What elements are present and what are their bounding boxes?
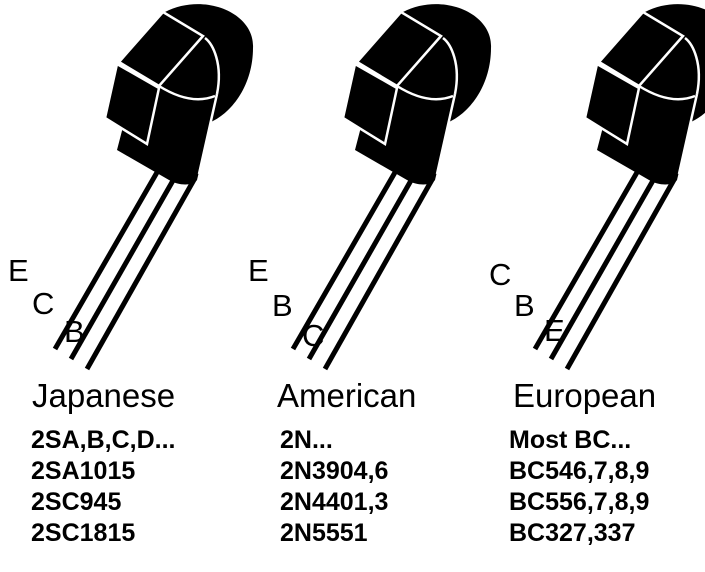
part-number: BC546,7,8,9 [509, 457, 650, 485]
pin-label-b: B [272, 288, 293, 323]
part-number: BC327,337 [509, 519, 636, 547]
transistor-japanese [55, 4, 253, 369]
pin-label-e: E [544, 313, 565, 348]
pin-label-c: C [489, 257, 512, 292]
part-number: 2N5551 [280, 519, 368, 547]
part-number: 2SC1815 [31, 519, 136, 547]
part-number: Most BC... [509, 426, 632, 454]
part-number: BC556,7,8,9 [509, 488, 650, 516]
part-number: 2N4401,3 [280, 488, 389, 516]
pin-label-e: E [248, 253, 269, 288]
part-number: 2SA1015 [31, 457, 136, 485]
part-number: 2SC945 [31, 488, 122, 516]
pin-label-b: B [64, 314, 85, 349]
column-title-japanese: Japanese [32, 377, 176, 414]
column-title-american: American [277, 377, 417, 414]
transistor-american [293, 4, 491, 369]
pin-label-e: E [8, 253, 29, 288]
part-number: 2SA,B,C,D... [31, 426, 176, 454]
column-title-european: European [513, 377, 657, 414]
pin-label-b: B [514, 288, 535, 323]
part-number: 2N3904,6 [280, 457, 389, 485]
part-number: 2N... [280, 426, 333, 454]
part-list-american: 2N... 2N3904,6 2N4401,3 2N5551 [280, 425, 388, 549]
part-list-european: Most BC... BC546,7,8,9 BC556,7,8,9 BC327… [509, 425, 649, 549]
part-list-japanese: 2SA,B,C,D... 2SA1015 2SC945 2SC1815 [31, 425, 175, 549]
pin-label-c: C [32, 286, 55, 321]
pin-label-c: C [302, 318, 325, 353]
